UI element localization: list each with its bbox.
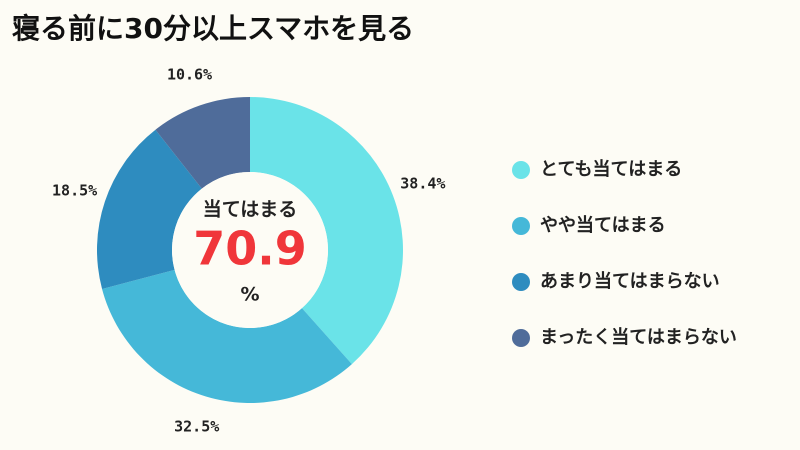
center-value: 70.9 (193, 222, 307, 276)
donut-segment (102, 269, 352, 403)
value-label: 10.6% (167, 66, 212, 84)
value-label: 32.5% (174, 418, 219, 436)
center-unit: % (240, 284, 259, 306)
center-label: 当てはまる (203, 198, 298, 221)
value-label: 18.5% (52, 182, 97, 200)
legend-marker (512, 273, 530, 291)
donut-hole (172, 172, 328, 328)
legend-marker (512, 217, 530, 235)
legend-marker (512, 161, 530, 179)
legend-label: やや当てはまる (540, 214, 666, 236)
legend-label: あまり当てはまらない (540, 270, 720, 292)
value-label: 38.4% (400, 175, 445, 193)
legend-label: とても当てはまる (540, 158, 682, 180)
donut-segment (250, 97, 403, 365)
donut-segment (155, 97, 250, 189)
chart-title: 寝る前に30分以上スマホを見る (12, 12, 414, 45)
legend-label: まったく当てはまらない (540, 326, 737, 348)
donut-segment (97, 129, 202, 289)
legend-marker (512, 329, 530, 347)
